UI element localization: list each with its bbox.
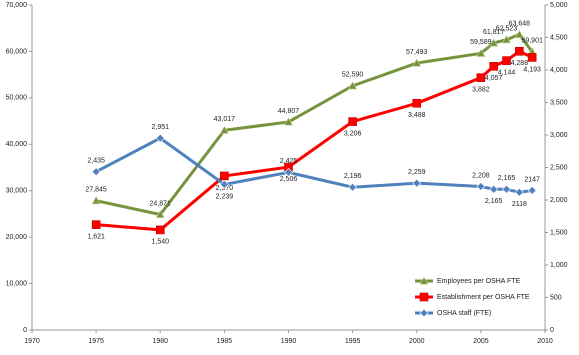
x-tick-label: 2000	[409, 338, 425, 345]
marker	[219, 180, 229, 189]
marker	[476, 182, 486, 191]
marker	[502, 56, 511, 65]
marker	[502, 35, 512, 44]
y2-tick-label: 2,000	[550, 197, 568, 204]
y2-tick-label: 3,000	[550, 132, 568, 139]
x-tick-label: 1985	[217, 338, 233, 345]
marker	[476, 48, 486, 57]
data-label: 2,208	[472, 172, 490, 179]
marker	[284, 167, 293, 177]
y2-tick-label: 5,000	[550, 2, 568, 9]
legend-label: Establishment per OSHA FTE	[437, 294, 530, 301]
marker	[489, 38, 499, 47]
data-label: 61,817	[483, 29, 505, 36]
marker	[502, 184, 511, 194]
data-label: 2147	[524, 176, 540, 183]
y2-tick-label: 4,000	[550, 67, 568, 74]
marker	[283, 117, 294, 126]
x-tick-label: 1970	[24, 338, 40, 345]
data-label: 4,057	[485, 75, 503, 82]
data-label: 59,589	[470, 39, 492, 46]
data-label: 63,648	[509, 20, 531, 27]
y2-tick-label: 1,000	[550, 262, 568, 269]
y-tick-label: 40,000	[6, 141, 28, 148]
x-tick-label: 2005	[473, 338, 489, 345]
data-label: 59,901	[521, 38, 543, 45]
y-tick-label: 70,000	[6, 2, 28, 9]
x-tick-label: 1995	[345, 338, 361, 345]
data-label: 4,144	[498, 69, 516, 76]
marker	[155, 133, 165, 143]
y-tick-label: 50,000	[6, 95, 28, 102]
marker	[155, 225, 165, 235]
marker	[515, 46, 524, 56]
marker	[419, 276, 429, 285]
marker	[219, 125, 229, 134]
y2-tick-label: 500	[550, 294, 562, 301]
y-tick-label: 10,000	[6, 280, 28, 287]
data-label: 27,845	[85, 187, 107, 194]
data-label: 1,621	[87, 233, 105, 240]
y2-tick-label: 2,500	[550, 164, 568, 171]
y-tick-label: 30,000	[6, 188, 28, 195]
marker	[527, 186, 537, 195]
marker	[220, 171, 229, 181]
marker	[489, 184, 499, 194]
marker	[419, 292, 429, 302]
y2-tick-label: 3,500	[550, 99, 568, 106]
marker	[412, 178, 422, 188]
y-tick-label: 20,000	[6, 234, 28, 241]
data-label: 2,435	[87, 158, 105, 165]
legend-label: Employees per OSHA FTE	[437, 278, 521, 285]
marker	[412, 98, 422, 108]
y2-tick-label: 1,500	[550, 229, 568, 236]
series-line	[95, 136, 533, 194]
marker	[91, 196, 101, 205]
data-label: 4,193	[523, 66, 541, 73]
marker	[348, 81, 358, 90]
marker	[91, 220, 101, 229]
data-label: 57,493	[406, 49, 428, 56]
legend-label: OSHA staff (FTE)	[437, 310, 491, 317]
marker	[419, 308, 429, 318]
x-tick-label: 1980	[152, 338, 168, 345]
y-tick-label: 60,000	[6, 48, 28, 55]
data-label: 2,425	[280, 158, 298, 165]
y-tick-label: 0	[23, 327, 27, 334]
data-label: 2118	[512, 201, 527, 208]
data-label: 24,871	[150, 200, 172, 207]
data-label: 3,206	[344, 130, 362, 137]
data-label: 52,590	[342, 72, 364, 79]
data-label: 3,488	[408, 112, 426, 119]
data-label: 2,165	[498, 175, 516, 182]
data-label: 3,882	[472, 87, 490, 94]
data-label: 2,196	[344, 173, 362, 180]
data-label: 43,017	[214, 116, 236, 123]
y2-tick-label: 4,500	[550, 34, 568, 41]
x-tick-label: 1990	[281, 338, 297, 345]
data-label: 2,506	[280, 176, 298, 183]
marker	[412, 58, 422, 67]
y2-tick-label: 0	[550, 327, 554, 334]
marker	[91, 167, 101, 177]
data-label: 1,540	[151, 239, 169, 246]
data-label: 2,165	[485, 198, 503, 205]
marker	[514, 29, 524, 38]
data-label: 4,288	[511, 60, 529, 67]
data-label: 2,259	[408, 169, 426, 176]
marker	[527, 53, 537, 62]
marker	[514, 187, 524, 197]
marker	[348, 117, 357, 126]
marker	[476, 73, 486, 82]
marker	[489, 61, 499, 71]
x-tick-label: 1975	[88, 338, 104, 345]
marker	[155, 209, 165, 219]
data-label: 44,807	[278, 108, 300, 115]
data-label: 62,523	[496, 26, 518, 33]
data-label: 2,951	[151, 124, 169, 131]
data-label: 2,239	[216, 193, 234, 200]
x-tick-label: 2010	[537, 338, 553, 345]
marker	[348, 182, 358, 192]
